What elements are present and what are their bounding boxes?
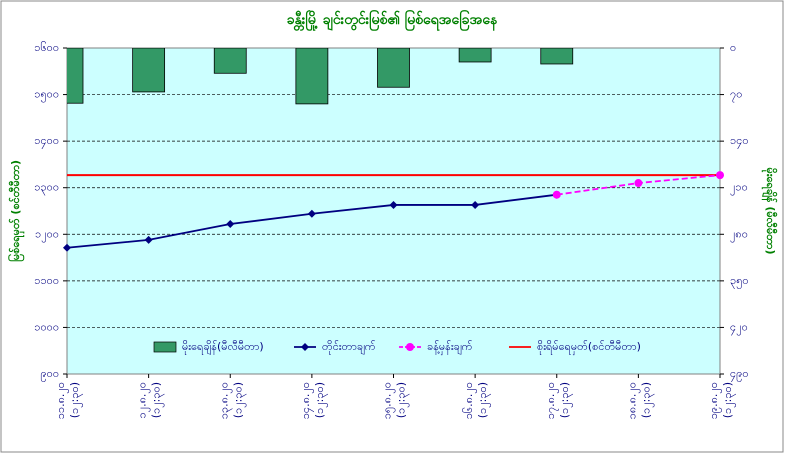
chart-title: ခန္တီးမြို့ ချင်းတွင်းမြစ်၏ မြစ်ရေအခြေအန… bbox=[287, 10, 498, 31]
y2-tick-label: ၁၄၀ bbox=[730, 134, 749, 149]
x-tick-time: (၁၂:၃၀) bbox=[150, 382, 165, 418]
bar bbox=[132, 48, 166, 93]
bar bbox=[458, 48, 492, 63]
legend-label: တိုင်းတာချက် bbox=[322, 340, 376, 355]
y-tick-label: ၁၃၀၀ bbox=[34, 181, 59, 196]
x-tick-label: ၁၃.၈.၂၀ bbox=[217, 382, 232, 419]
y2-axis-title: မိုးရေချိန် (မီလီမီတာ) bbox=[761, 168, 778, 255]
y-tick-label: ၁၆၀၀ bbox=[34, 41, 59, 54]
bar bbox=[540, 48, 574, 65]
y2-tick-label: ၀ bbox=[730, 41, 736, 54]
y2-tick-label: ၃၅၀ bbox=[730, 274, 749, 289]
legend-label: မိုးရေချိန်(မီလီမီတာ) bbox=[182, 340, 264, 355]
x-tick-time: (၁၂:၃၀) bbox=[639, 382, 654, 418]
x-tick-label: ၁၂.၈.၂၀ bbox=[136, 382, 151, 418]
bar bbox=[67, 48, 84, 104]
x-tick-time: (၁၂:၃၀) bbox=[721, 382, 736, 418]
x-tick-time: (၁၂:၃၀) bbox=[395, 382, 410, 418]
x-tick-time: (၁၂:၃၀) bbox=[476, 382, 491, 418]
y2-tick-label: ၄၉၀ bbox=[730, 367, 749, 382]
x-tick-time: (၁၂:၃၀) bbox=[558, 382, 573, 418]
legend-swatch bbox=[153, 341, 177, 353]
x-tick-time: (၁၂:၃၀) bbox=[231, 382, 246, 418]
x-tick-label: ၁၉.၈.၂၀ bbox=[707, 382, 722, 419]
x-tick-time: (၁၂:၃၀) bbox=[68, 382, 83, 418]
x-tick-label: ၁၆.၈.၂၀ bbox=[462, 382, 477, 419]
marker bbox=[716, 171, 724, 180]
x-tick-label: ၁၇.၈.၂၀ bbox=[544, 382, 559, 419]
y2-tick-label: ၂၁၀ bbox=[730, 181, 748, 196]
marker bbox=[552, 190, 561, 199]
y-tick-label: ၁၂၀၀ bbox=[35, 227, 59, 242]
legend bbox=[148, 337, 646, 357]
y-axis-title: မြစ်ရေမှတ် (စင်တီမီတာ) bbox=[7, 160, 25, 262]
plot-area bbox=[66, 47, 721, 375]
y-tick-label: ၁၅၀၀ bbox=[34, 88, 59, 103]
marker bbox=[471, 200, 480, 209]
marker bbox=[307, 209, 316, 218]
y-tick-label: ၁၀၀၀ bbox=[34, 320, 59, 333]
legend-label: ခန့်မှန်းချက် bbox=[427, 340, 473, 355]
x-tick-label: ၁၁.၈.၂၀ bbox=[54, 382, 69, 419]
marker bbox=[144, 235, 153, 244]
marker bbox=[226, 220, 235, 229]
y-tick-label: ၁၄၀၀ bbox=[34, 134, 59, 149]
legend-marker bbox=[406, 343, 414, 351]
marker bbox=[63, 243, 71, 252]
x-tick-label: ၁၈.၈.၂၀ bbox=[625, 382, 640, 419]
marker bbox=[634, 179, 643, 188]
legend-label: စိုးရိမ်ရေမှတ်(စင်တီမီတာ) bbox=[537, 340, 641, 355]
y2-tick-label: ၂၈၀ bbox=[730, 227, 748, 242]
bar bbox=[213, 48, 247, 74]
bar bbox=[377, 48, 410, 88]
y2-tick-label: ၄၂၀ bbox=[730, 320, 748, 335]
legend-marker bbox=[301, 343, 309, 351]
x-tick-label: ၁၄.၈.၂၀ bbox=[299, 382, 314, 419]
x-tick-label: ၁၅.၈.၂၀ bbox=[381, 382, 396, 419]
y-tick-label: ၉၀၀ bbox=[40, 367, 59, 382]
y2-tick-label: ၇၀ bbox=[730, 88, 742, 103]
x-tick-time: (၁၂:၃၀) bbox=[313, 382, 328, 418]
plot bbox=[67, 48, 720, 177]
y-tick-label: ၁၁၀၀ bbox=[34, 274, 59, 287]
bar bbox=[295, 48, 329, 105]
marker bbox=[389, 200, 398, 209]
